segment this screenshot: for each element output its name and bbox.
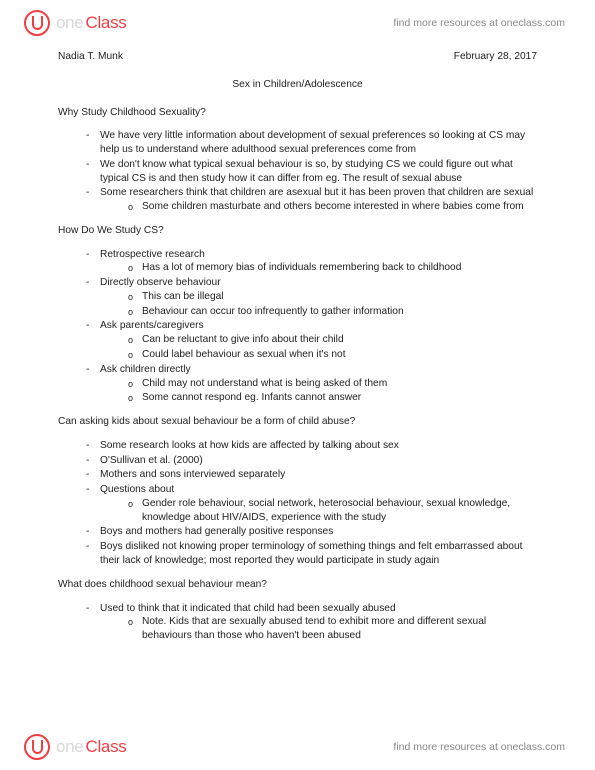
sub-bullet-list: Some children masturbate and others beco… [100,200,537,214]
page-footer: oneClass find more resources at oneclass… [0,724,595,770]
list-item-text: Mothers and sons interviewed separately [100,469,285,480]
list-item-text: We have very little information about de… [100,130,525,155]
sub-bullet-list: Note. Kids that are sexually abused tend… [100,615,537,643]
list-item-text: O'Sullivan et al. (2000) [100,455,203,466]
list-item-text: Directly observe behaviour [100,277,221,288]
list-item-text: Ask children directly [100,364,191,375]
page-header: oneClass find more resources at oneclass… [0,0,595,42]
brand-text-class: Class [85,13,126,33]
list-item-text: Used to think that it indicated that chi… [100,603,396,614]
list-item: Directly observe behaviour This can be il… [86,276,537,318]
list-item: Boys disliked not knowing proper termino… [86,540,537,568]
list-item-text: We don't know what typical sexual behavi… [100,159,513,184]
brand-text-one: one [56,13,83,33]
list-item-text: Ask parents/caregivers [100,320,204,331]
section-heading: What does childhood sexual behaviour mea… [58,578,537,592]
list-item: Ask parents/caregivers Can be reluctant t… [86,319,537,361]
header-tagline[interactable]: find more resources at oneclass.com [393,17,565,29]
bullet-list: We have very little information about de… [58,129,537,214]
sub-bullet-list: Gender role behaviour, social network, h… [100,497,537,525]
sub-list-item: Note. Kids that are sexually abused tend… [128,615,537,643]
sub-bullet-list: This can be illegalBehaviour can occur t… [100,290,537,319]
sub-list-item: Some children masturbate and others beco… [128,200,537,214]
brand-text-one: one [56,737,83,757]
document-body: Nadia T. Munk February 28, 2017 Sex in C… [0,42,595,643]
list-item-text: Questions about [100,484,174,495]
sub-list-item: Some cannot respond eg. Infants cannot a… [128,391,537,405]
sub-bullet-list: Can be reluctant to give info about thei… [100,333,537,362]
sections-container: Why Study Childhood Sexuality? We have ve… [58,106,537,643]
list-item-text: Boys disliked not knowing proper termino… [100,541,522,566]
list-item-text: Retrospective research [100,249,205,260]
list-item: Some research looks at how kids are affe… [86,439,537,453]
sub-list-item: Gender role behaviour, social network, h… [128,497,537,525]
list-item: Questions about Gender role behaviour, so… [86,483,537,524]
author-name: Nadia T. Munk [58,50,123,64]
list-item: We don't know what typical sexual behavi… [86,158,537,186]
list-item: Used to think that it indicated that chi… [86,602,537,643]
bullet-list: Retrospective researchHas a lot of memor… [58,248,537,405]
document-date: February 28, 2017 [454,50,537,64]
brand-icon [24,10,50,36]
list-item: Ask children directly Child may not under… [86,363,537,405]
section-heading: Can asking kids about sexual behaviour b… [58,415,537,429]
sub-bullet-list: Has a lot of memory bias of individuals … [100,261,537,275]
list-item-text: Some research looks at how kids are affe… [100,440,399,451]
sub-list-item: Has a lot of memory bias of individuals … [128,261,537,275]
bullet-list: Used to think that it indicated that chi… [58,602,537,643]
sub-list-item: Could label behaviour as sexual when it'… [128,348,537,362]
list-item: Boys and mothers had generally positive … [86,525,537,539]
list-item: Some researchers think that children are… [86,186,537,214]
sub-list-item: Behaviour can occur too infrequently to … [128,305,537,319]
brand-logo[interactable]: oneClass [24,10,126,36]
section-heading: How Do We Study CS? [58,224,537,238]
document-meta-row: Nadia T. Munk February 28, 2017 [58,50,537,64]
sub-list-item: This can be illegal [128,290,537,304]
sub-list-item: Can be reluctant to give info about thei… [128,333,537,347]
sub-list-item: Child may not understand what is being a… [128,377,537,391]
footer-tagline[interactable]: find more resources at oneclass.com [393,741,565,753]
document-title: Sex in Children/Adolescence [58,78,537,92]
sub-bullet-list: Child may not understand what is being a… [100,377,537,406]
list-item-text: Some researchers think that children are… [100,187,533,198]
brand-logo-footer[interactable]: oneClass [24,734,126,760]
list-item: O'Sullivan et al. (2000) [86,454,537,468]
bullet-list: Some research looks at how kids are affe… [58,439,537,568]
list-item: Mothers and sons interviewed separately [86,468,537,482]
section-heading: Why Study Childhood Sexuality? [58,106,537,120]
list-item-text: Boys and mothers had generally positive … [100,526,333,537]
list-item: We have very little information about de… [86,129,537,157]
list-item: Retrospective researchHas a lot of memor… [86,248,537,276]
brand-text-class: Class [85,737,126,757]
brand-icon [24,734,50,760]
